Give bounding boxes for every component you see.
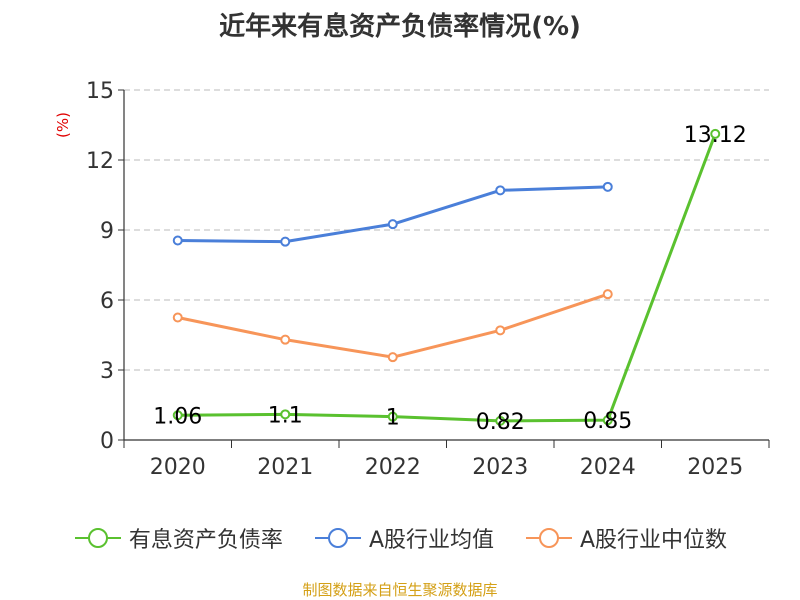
legend-label: 有息资产负债率 <box>128 528 283 553</box>
data-label: 13.12 <box>684 123 747 148</box>
data-point <box>280 334 291 345</box>
data-point <box>387 352 398 363</box>
legend-marker-icon <box>314 528 361 548</box>
legend-item[interactable]: 有息资产负债率 <box>73 522 283 554</box>
data-point <box>495 415 506 426</box>
data-point <box>172 235 183 246</box>
y-tick-label: 3 <box>100 359 114 384</box>
legend-label: A股行业均值 <box>368 528 494 553</box>
chart-legend: 有息资产负债率 A股行业均值 A股行业中位数 <box>0 518 800 558</box>
x-tick-label: 2022 <box>365 455 421 480</box>
x-tick-label: 2021 <box>257 455 313 480</box>
data-label: 0.85 <box>583 409 632 434</box>
data-point <box>280 236 291 247</box>
y-tick-label: 15 <box>86 79 114 104</box>
data-point <box>387 411 398 422</box>
data-label: 0.82 <box>476 410 525 435</box>
data-point <box>602 289 613 300</box>
series-line-1 <box>177 185 608 244</box>
data-label: 1.06 <box>153 404 202 429</box>
legend-item[interactable]: A股行业均值 <box>313 522 494 554</box>
y-tick-label: 12 <box>86 149 114 174</box>
y-tick-label: 0 <box>100 429 114 454</box>
y-tick-label: 6 <box>100 289 114 314</box>
data-point <box>172 410 183 421</box>
data-point <box>280 409 291 420</box>
data-point <box>710 128 721 139</box>
data-label: 1.1 <box>268 403 303 428</box>
data-point <box>387 219 398 230</box>
series-line-2 <box>177 292 609 359</box>
data-label: 1 <box>386 406 400 431</box>
y-tick-label: 9 <box>100 219 114 244</box>
series-line-0 <box>177 133 717 423</box>
x-tick-label: 2020 <box>150 455 206 480</box>
data-source-note: 制图数据来自恒生聚源数据库 <box>302 581 498 599</box>
legend-label: A股行业中位数 <box>580 528 728 553</box>
data-point <box>602 181 613 192</box>
legend-marker-icon <box>74 528 121 548</box>
data-point <box>495 185 506 196</box>
chart-title: 近年来有息资产负债率情况(%) <box>219 12 581 42</box>
x-tick-label: 2023 <box>472 455 528 480</box>
x-tick-label: 2024 <box>580 455 636 480</box>
data-point <box>495 325 506 336</box>
legend-marker-icon <box>526 528 572 548</box>
x-tick-label: 2025 <box>687 455 743 480</box>
line-chart: 0 3 6 9 12 15 2020 2021 2022 2023 2024 2025 1.06 1.1 1… <box>86 79 770 480</box>
data-point <box>172 312 183 323</box>
data-point <box>602 415 613 426</box>
legend-item[interactable]: A股行业中位数 <box>524 522 727 554</box>
